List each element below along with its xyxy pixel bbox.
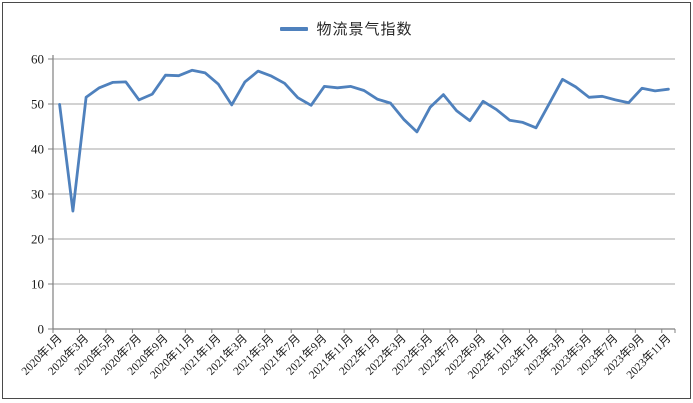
chart-border <box>2 2 691 399</box>
y-axis-label: 0 <box>38 322 45 337</box>
y-axis-label: 50 <box>31 97 44 112</box>
series-line-logistics-index <box>58 68 670 213</box>
y-axis-label: 60 <box>31 52 44 67</box>
y-axis-label: 40 <box>31 142 44 157</box>
y-axis-label: 10 <box>31 277 44 292</box>
y-axis-label: 20 <box>31 232 44 247</box>
y-axis-label: 30 <box>31 187 44 202</box>
